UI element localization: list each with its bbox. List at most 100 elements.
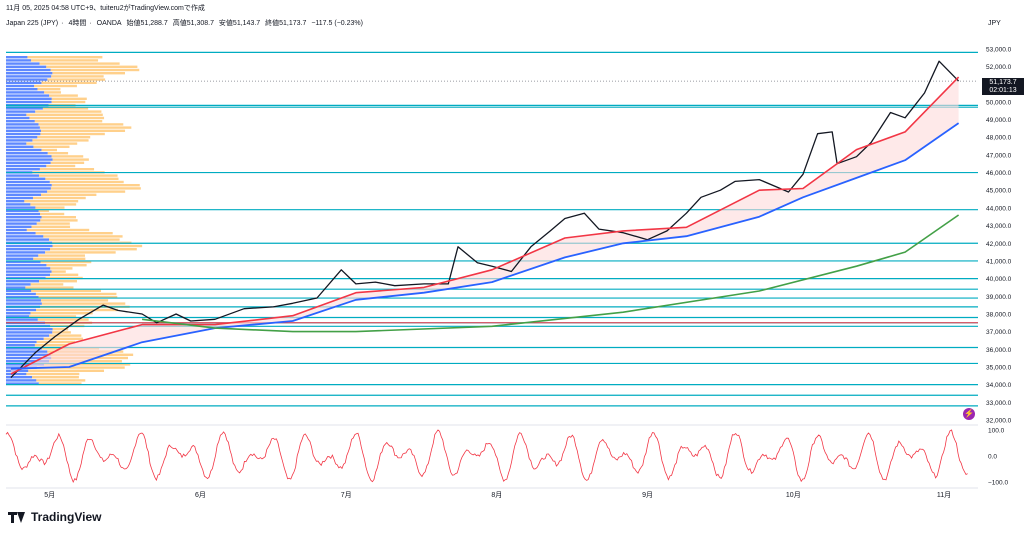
bar-countdown-tag: 02:01:13 xyxy=(982,86,1024,95)
profile-bar-down xyxy=(24,200,79,203)
oscillator-pane: 100.0 0.0 −100.0 xyxy=(5,424,1008,487)
profile-bar-down xyxy=(26,228,90,232)
profile-bar-down xyxy=(40,299,109,302)
profile-bar-down xyxy=(27,56,103,59)
profile-bar-up xyxy=(6,84,35,88)
profile-bar-up xyxy=(6,212,41,216)
profile-bar-up xyxy=(6,203,31,206)
profile-bar-up xyxy=(6,248,51,251)
profile-bar-down xyxy=(38,123,124,126)
profile-bar-down xyxy=(34,84,77,88)
profile-bar-up xyxy=(6,289,32,292)
profile-bar-down xyxy=(38,254,85,257)
profile-bar-down xyxy=(31,225,71,228)
price-chart[interactable]: 53,000.052,000.051,000.050,000.049,000.0… xyxy=(0,0,1024,505)
x-tick-label: 10月 xyxy=(786,491,801,499)
profile-bar-up xyxy=(6,123,39,126)
profile-bar-down xyxy=(38,209,49,212)
profile-bar-down xyxy=(50,161,85,164)
profile-bar-up xyxy=(6,283,31,286)
profile-bar-down xyxy=(49,180,124,184)
profile-bar-down xyxy=(39,168,95,171)
profile-bar-up xyxy=(6,75,52,78)
x-tick-label: 9月 xyxy=(642,491,653,499)
x-tick-label: 8月 xyxy=(491,491,502,499)
profile-bar-down xyxy=(36,308,119,312)
profile-bar-up xyxy=(6,107,43,110)
profile-bar-up xyxy=(6,196,33,200)
profile-bar-up xyxy=(6,78,48,81)
price-line xyxy=(10,60,960,379)
profile-bar-up xyxy=(6,168,40,171)
ema-mid-line xyxy=(10,122,960,370)
profile-bar-up xyxy=(6,62,40,65)
profile-bar-down xyxy=(36,366,125,369)
profile-bar-down xyxy=(50,187,141,190)
profile-bar-up xyxy=(6,177,46,180)
ema-short-line xyxy=(10,76,960,375)
profile-bar-down xyxy=(41,81,97,84)
profile-bar-down xyxy=(41,193,97,196)
profile-bar-down xyxy=(52,244,143,248)
profile-bar-down xyxy=(40,132,105,136)
profile-bar-up xyxy=(6,235,44,238)
y-tick-label: 33,000.0 xyxy=(986,400,1012,407)
profile-bar-down xyxy=(44,363,131,366)
ohlc-high: 高値51,308.7 xyxy=(172,20,214,27)
oscillator-tick-label: −100.0 xyxy=(988,480,1008,487)
brand[interactable]: TradingView xyxy=(8,510,101,524)
profile-bar-down xyxy=(38,296,118,299)
profile-bar-up xyxy=(6,353,51,356)
instrument-name[interactable]: Japan 225 (JPY) xyxy=(6,20,59,27)
x-tick-label: 11月 xyxy=(937,491,951,499)
profile-bar-up xyxy=(6,91,45,94)
profile-bar-down xyxy=(43,235,123,238)
y-tick-label: 50,000.0 xyxy=(986,99,1012,106)
profile-bar-down xyxy=(46,65,138,68)
y-tick-label: 47,000.0 xyxy=(986,152,1012,159)
profile-bar-down xyxy=(38,382,82,385)
x-tick-label: 6月 xyxy=(195,491,206,499)
profile-bar-up xyxy=(6,328,53,331)
profile-bar-up xyxy=(6,315,30,318)
profile-bar-down xyxy=(51,75,104,78)
profile-bar-up xyxy=(6,254,39,257)
profile-bar-up xyxy=(6,132,41,136)
profile-bar-up xyxy=(6,334,50,337)
profile-bar-down xyxy=(31,59,99,62)
instrument-interval[interactable]: 4時間 xyxy=(68,20,87,27)
lightning-icon[interactable]: ⚡ xyxy=(963,408,975,420)
profile-bar-up xyxy=(6,97,52,100)
profile-bar-up xyxy=(6,180,50,184)
profile-bar-down xyxy=(28,369,104,372)
y-tick-label: 42,000.0 xyxy=(986,241,1012,248)
profile-bar-down xyxy=(35,206,65,209)
profile-bar-up xyxy=(6,94,50,97)
profile-bar-down xyxy=(41,302,126,305)
profile-bar-down xyxy=(30,283,64,286)
profile-bar-down xyxy=(31,289,101,292)
profile-bar-down xyxy=(49,94,78,97)
profile-bar-down xyxy=(37,136,91,139)
y-tick-label: 53,000.0 xyxy=(986,46,1012,53)
profile-bar-down xyxy=(50,68,140,72)
y-tick-label: 49,000.0 xyxy=(986,117,1012,124)
profile-bar-up xyxy=(6,187,51,190)
profile-bar-up xyxy=(6,312,31,315)
profile-bar-down xyxy=(36,379,86,382)
profile-bar-up xyxy=(6,228,27,232)
profile-bar-down xyxy=(32,139,89,142)
profile-bar-up xyxy=(6,350,48,353)
profile-bar-down xyxy=(47,152,69,155)
y-tick-label: 43,000.0 xyxy=(986,223,1012,230)
ema-fill xyxy=(10,77,959,375)
currency-label: JPY xyxy=(988,20,1001,27)
y-tick-label: 45,000.0 xyxy=(986,188,1012,195)
profile-bar-down xyxy=(41,216,76,219)
profile-bar-down xyxy=(39,126,132,129)
profile-bar-up xyxy=(6,152,48,155)
profile-bar-up xyxy=(6,68,51,72)
profile-bar-up xyxy=(6,296,39,299)
y-tick-label: 48,000.0 xyxy=(986,135,1012,142)
ema-long-line xyxy=(142,214,960,333)
